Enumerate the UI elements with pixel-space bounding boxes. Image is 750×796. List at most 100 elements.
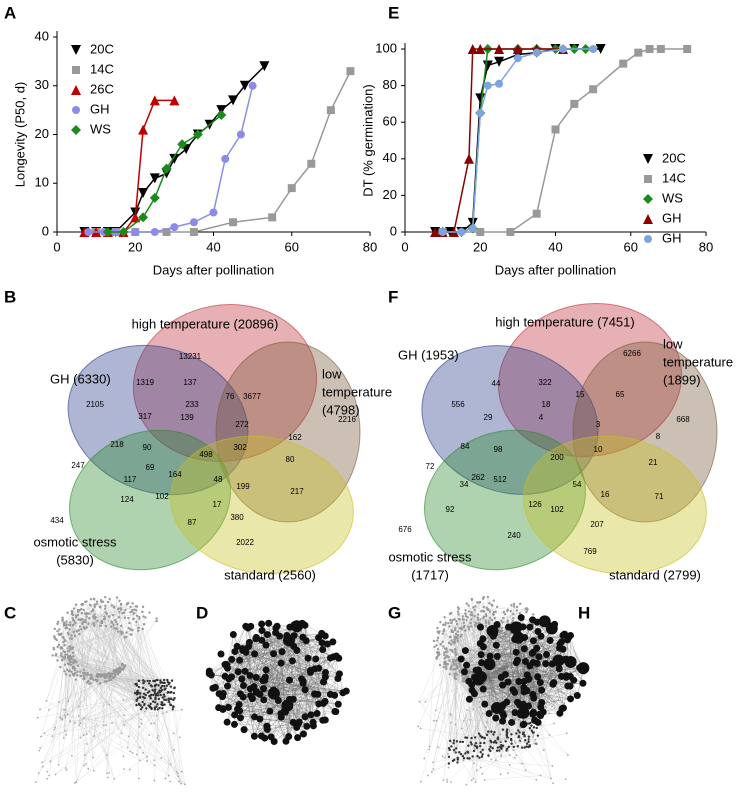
marker [268, 213, 277, 222]
network-node [180, 782, 183, 785]
network-node [486, 652, 494, 660]
network-node [108, 703, 111, 706]
network-node [493, 652, 501, 660]
network-node [92, 616, 96, 619]
network-edge [432, 614, 471, 763]
network-node [314, 690, 322, 698]
network-node [451, 618, 454, 622]
network-node [246, 672, 254, 680]
network-node [513, 656, 521, 664]
network-node [480, 700, 483, 703]
venn-count: 10 [594, 445, 603, 454]
network-edge [463, 619, 478, 624]
marker [532, 48, 541, 57]
venn-count: 137 [183, 378, 197, 387]
network-node [444, 665, 448, 668]
network-node [164, 777, 167, 780]
network-node [536, 679, 544, 687]
network-node [56, 659, 59, 662]
marker [430, 227, 441, 237]
network-edge [460, 753, 537, 780]
network-edge [239, 710, 281, 714]
network-node [67, 700, 70, 703]
network-node [120, 624, 123, 628]
marker [483, 81, 492, 90]
network-node [48, 708, 50, 711]
panel-label: G [388, 603, 401, 622]
network-node [85, 733, 88, 736]
network-node [92, 597, 96, 600]
network-node [219, 705, 227, 713]
network-edge [514, 743, 537, 758]
network-node [436, 639, 439, 642]
network-edge [218, 637, 319, 694]
network-node [454, 677, 457, 681]
network-node [65, 620, 68, 623]
network-node [535, 726, 538, 730]
network-node [550, 679, 558, 687]
network-node [131, 752, 134, 754]
network-edge [444, 672, 461, 758]
network-edge [222, 624, 295, 709]
legend-marker [72, 66, 80, 74]
network-node [145, 707, 148, 710]
marker [475, 44, 486, 54]
network-node [488, 602, 491, 605]
network-node [162, 685, 166, 688]
venn-count: 18 [542, 400, 551, 409]
network-node [299, 633, 307, 641]
network-node [515, 609, 519, 612]
network-node [105, 724, 107, 727]
network-node [448, 673, 451, 676]
network-node [155, 619, 158, 623]
network-node [448, 635, 452, 639]
network-node [463, 624, 466, 628]
network-node [442, 779, 445, 782]
network-node [472, 606, 475, 609]
network-node [523, 733, 526, 737]
network-node [473, 742, 476, 745]
network-node [121, 611, 124, 615]
network-node [266, 707, 274, 715]
network-node [456, 610, 460, 613]
venn-count: 76 [226, 392, 235, 401]
network-node [479, 766, 482, 769]
network-node [424, 700, 427, 703]
network-node [149, 702, 152, 706]
network-node [66, 655, 70, 658]
venn-set-label: standard (2560) [224, 567, 316, 582]
network-node [551, 765, 554, 767]
network-edge [82, 599, 92, 623]
network-node [167, 700, 171, 704]
network-node [69, 646, 72, 649]
network-node [423, 757, 426, 760]
network-node [538, 686, 546, 694]
network-node [319, 645, 327, 653]
y-tick-label: 0 [390, 223, 397, 238]
network-node [542, 749, 545, 752]
network-node [79, 607, 83, 611]
network-node [492, 714, 500, 722]
network-node [293, 646, 301, 654]
network-node [301, 713, 309, 721]
network-node [481, 712, 484, 715]
network-edge [38, 628, 117, 774]
network [205, 619, 350, 746]
marker [162, 228, 171, 236]
network-edge [130, 612, 137, 685]
network-node [447, 753, 449, 755]
network-node [484, 621, 488, 625]
network-node [481, 772, 484, 775]
network-node [559, 631, 567, 639]
network-node [443, 653, 446, 657]
network-node [240, 726, 248, 734]
network-node [62, 650, 65, 653]
network-node [510, 604, 513, 607]
network-node [62, 708, 65, 711]
network-node [473, 736, 477, 739]
network-node [517, 706, 530, 719]
network-node [442, 623, 445, 626]
network-node [521, 762, 523, 765]
network-node [318, 639, 326, 647]
network-node [542, 660, 550, 668]
